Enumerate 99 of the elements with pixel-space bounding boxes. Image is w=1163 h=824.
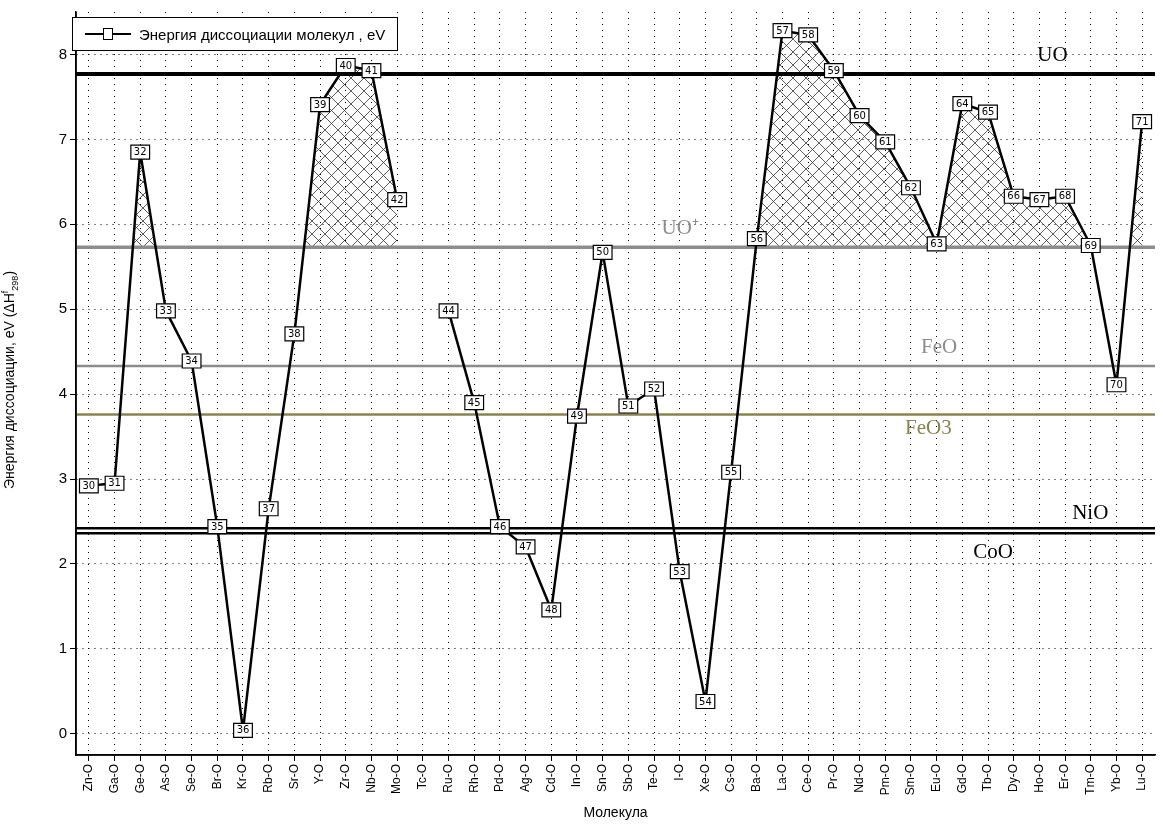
ref-line-label: NiO — [1072, 500, 1109, 525]
y-tick-label: 1 — [58, 639, 67, 656]
annotation: 71 — [1135, 115, 1149, 127]
x-tick-label: Sn-O — [594, 764, 609, 793]
x-tick-label: Ga-O — [106, 764, 121, 794]
annotation: 58 — [801, 29, 815, 41]
annotation: 50 — [596, 246, 610, 258]
annotation: 48 — [544, 603, 558, 615]
annotation: 44 — [442, 304, 455, 316]
annotation: 36 — [236, 724, 250, 736]
ref-line-label: UO — [1037, 42, 1068, 66]
x-tick-label: Zr-O — [338, 764, 353, 789]
y-tick-label: 3 — [58, 469, 67, 487]
annotation: 67 — [1033, 193, 1046, 205]
annotation: 32 — [133, 146, 147, 158]
x-tick-label: Tc-O — [415, 764, 430, 790]
y-tick-label: 8 — [58, 44, 67, 62]
ref-line-label: FeO — [921, 334, 958, 359]
annotation: 40 — [339, 59, 353, 71]
annotation: 70 — [1110, 378, 1123, 390]
x-axis-title: Молекула — [583, 804, 648, 821]
annotation: 37 — [262, 502, 276, 514]
annotation: 61 — [878, 136, 892, 148]
annotation: 57 — [776, 24, 789, 36]
annotation: 52 — [647, 383, 661, 395]
x-tick-label: Te-O — [646, 764, 661, 791]
x-tick-label: In-O — [569, 764, 584, 788]
annotation: 60 — [853, 109, 866, 121]
x-tick-label: Sm-O — [903, 764, 918, 796]
legend-label: Энергия диссоциации молекул , eV — [139, 25, 386, 43]
x-tick-label: Cd-O — [543, 764, 558, 793]
annotation: 63 — [930, 237, 943, 249]
annotation: 46 — [493, 520, 507, 532]
annotation: 66 — [1007, 190, 1021, 202]
x-tick-label: Ho-O — [1031, 764, 1046, 793]
x-tick-label: Ba-O — [749, 764, 764, 793]
annotation: 38 — [288, 327, 301, 339]
x-tick-label: Xe-O — [697, 764, 712, 793]
y-tick-label: 0 — [58, 723, 67, 741]
y-tick-label: 6 — [58, 214, 67, 232]
annotation: 31 — [108, 477, 121, 489]
annotation: 30 — [82, 479, 96, 491]
x-tick-label: Pd-O — [492, 764, 507, 793]
y-tick-label: 4 — [58, 384, 67, 402]
annotation: 51 — [621, 400, 635, 412]
ref-line-label: UO⁺ — [661, 215, 699, 240]
annotation: 49 — [570, 410, 584, 422]
annotation: 59 — [827, 64, 841, 76]
x-tick-label: Y-O — [312, 764, 327, 785]
annotation: 62 — [904, 181, 918, 193]
x-tick-label: La-O — [774, 764, 789, 791]
annotation: 56 — [750, 232, 764, 244]
y-tick-label: 7 — [58, 129, 67, 147]
annotation: 54 — [699, 695, 712, 707]
ref-line-label: FeO3 — [905, 414, 952, 439]
x-tick-label: Pm-O — [877, 764, 892, 796]
x-tick-label: I-O — [672, 764, 687, 781]
annotation: 47 — [519, 541, 532, 553]
annotation: 35 — [210, 520, 224, 532]
annotation: 55 — [724, 466, 738, 478]
x-tick-label: Gd-O — [954, 764, 969, 794]
annotation: 65 — [981, 106, 995, 118]
x-tick-label: Kr-O — [235, 764, 250, 790]
x-tick-label: Rb-O — [260, 764, 275, 793]
x-tick-label: Pr-O — [826, 764, 841, 790]
x-tick-label: Sb-O — [620, 764, 635, 793]
x-tick-label: Br-O — [209, 764, 224, 790]
annotation: 64 — [955, 97, 969, 109]
y-tick-label: 5 — [58, 299, 67, 317]
annotation: 42 — [390, 193, 404, 205]
x-tick-label: Yb-O — [1108, 764, 1123, 793]
x-tick-label: Mo-O — [389, 764, 404, 794]
x-tick-label: Nd-O — [851, 764, 866, 793]
ref-line-label: CoO — [973, 539, 1013, 564]
x-tick-label: Lu-O — [1134, 764, 1149, 791]
x-tick-label: Rh-O — [466, 764, 481, 793]
x-tick-label: Tm-O — [1083, 764, 1098, 795]
x-tick-label: Cs-O — [723, 764, 738, 792]
annotation: 33 — [159, 304, 173, 316]
annotation: 39 — [313, 98, 327, 110]
x-tick-label: Ce-O — [800, 764, 815, 793]
x-tick-label: Se-O — [183, 764, 198, 793]
x-tick-label: Dy-O — [1006, 764, 1021, 792]
annotation: 68 — [1058, 190, 1072, 202]
x-tick-label: Ag-O — [517, 764, 532, 793]
x-tick-label: Ge-O — [132, 764, 147, 794]
x-tick-label: Zn-O — [81, 764, 96, 792]
x-tick-label: Ru-O — [440, 764, 455, 793]
x-tick-label: Nb-O — [363, 764, 378, 793]
x-tick-label: Eu-O — [928, 764, 943, 793]
annotation: 53 — [673, 565, 687, 577]
x-tick-label: As-O — [158, 764, 173, 792]
x-tick-label: Sr-O — [286, 764, 301, 790]
annotation: 45 — [467, 396, 481, 408]
annotation: 34 — [185, 355, 198, 367]
x-tick-label: Tb-O — [980, 764, 995, 792]
y-tick-label: 2 — [58, 554, 67, 572]
x-tick-label: Er-O — [1057, 764, 1072, 790]
annotation: 69 — [1084, 239, 1098, 251]
